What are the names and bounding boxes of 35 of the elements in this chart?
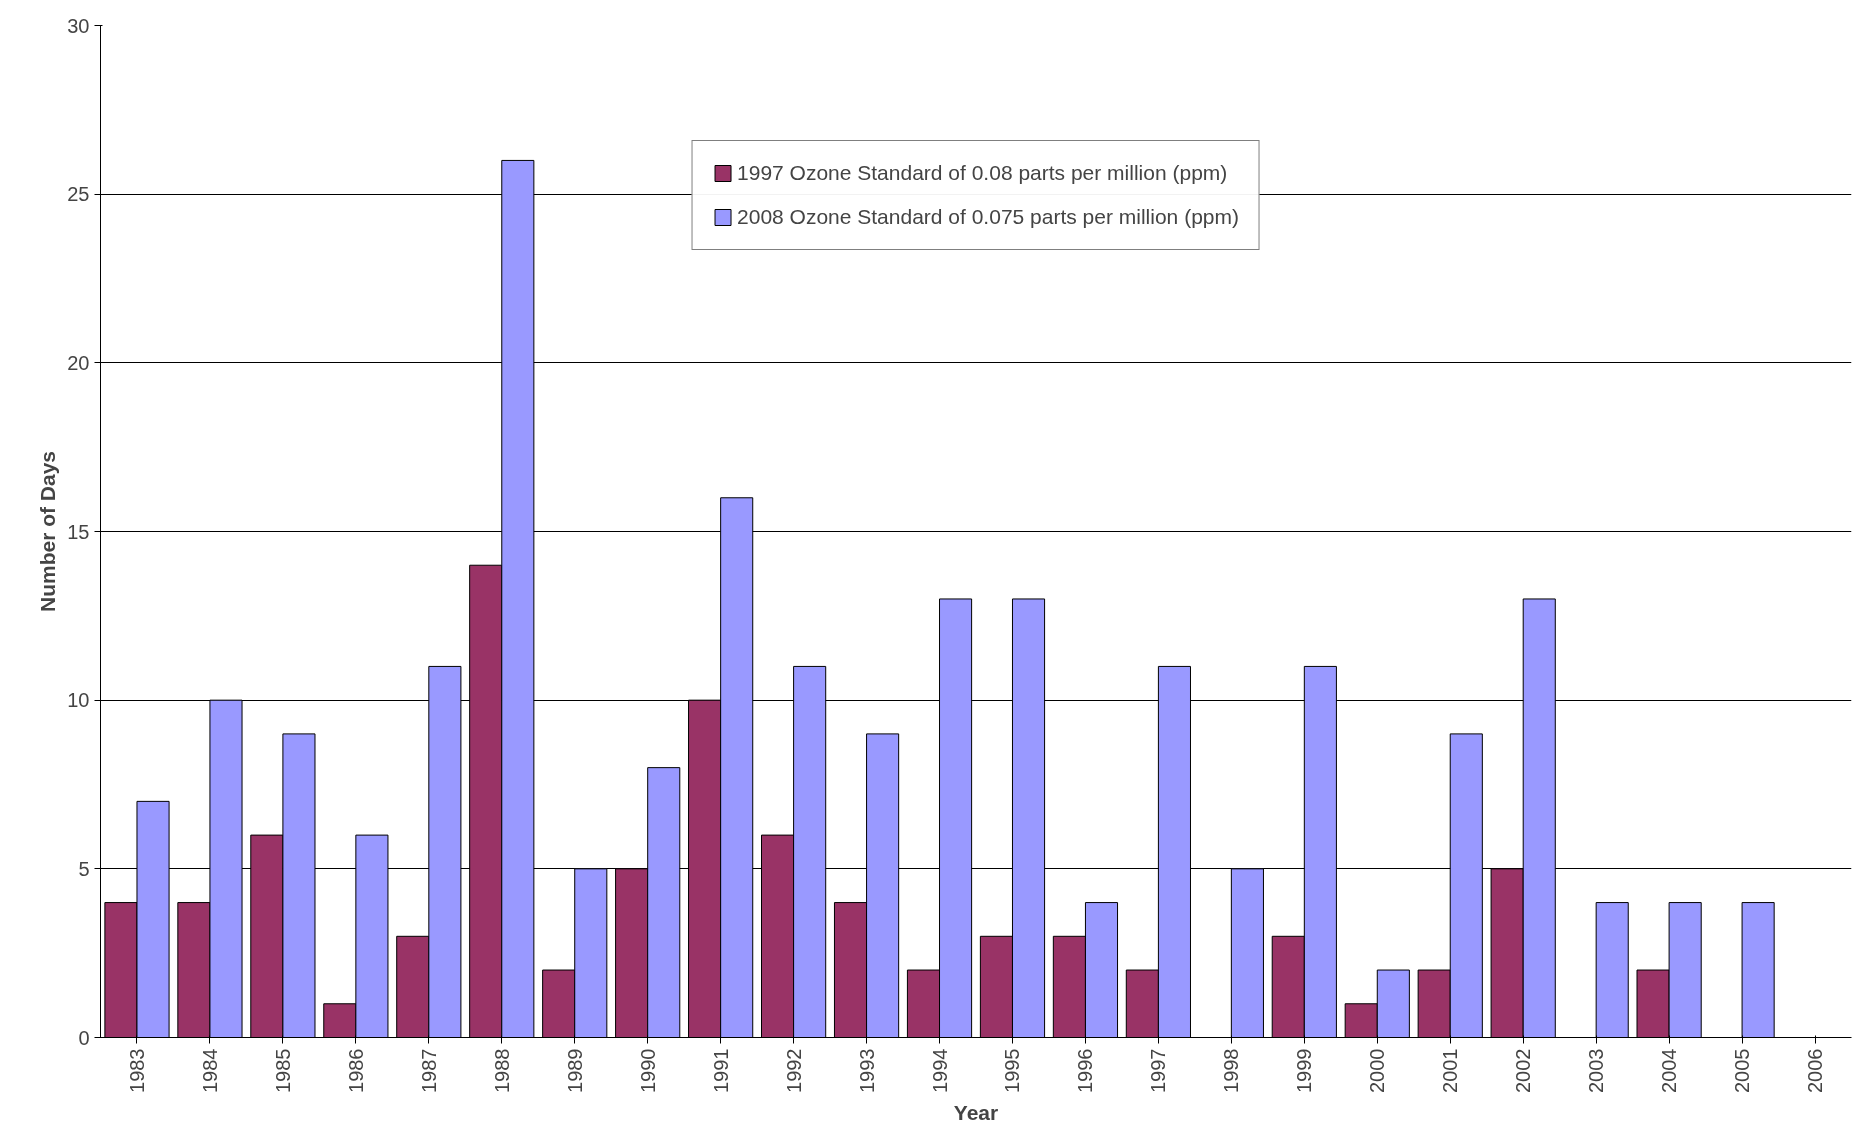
x-axis-title: Year — [953, 1100, 999, 1124]
x-tick-label: 1995 — [1001, 1048, 1024, 1093]
y-tick-label: 30 — [67, 14, 90, 37]
x-tick-label: 1998 — [1220, 1048, 1243, 1093]
x-tick-label: 1993 — [855, 1048, 878, 1093]
x-tick-label: 2002 — [1512, 1048, 1535, 1093]
x-tick-label: 2004 — [1658, 1048, 1681, 1093]
y-tick-label: 15 — [67, 520, 90, 543]
x-tick-label: 1994 — [928, 1048, 951, 1093]
x-tick-label: 2006 — [1804, 1048, 1827, 1093]
x-tick-label: 1990 — [636, 1048, 659, 1093]
x-tick-label: 2001 — [1439, 1048, 1462, 1093]
x-tick-label: 1996 — [1074, 1048, 1097, 1093]
x-tick-label: 1991 — [709, 1048, 732, 1093]
x-tick-label: 2000 — [1366, 1048, 1389, 1093]
x-tick-label: 1987 — [417, 1048, 440, 1093]
y-tick-label: 10 — [67, 689, 90, 712]
x-tick-label: 1989 — [563, 1048, 586, 1093]
x-tick-label: 1985 — [271, 1048, 294, 1093]
x-tick-label: 2003 — [1585, 1048, 1608, 1093]
x-tick-label: 1988 — [490, 1048, 513, 1093]
x-tick-label: 1984 — [198, 1048, 221, 1093]
x-tick-label: 1999 — [1293, 1048, 1316, 1093]
x-tick-label: 1997 — [1147, 1048, 1170, 1093]
y-tick-label: 20 — [67, 351, 90, 374]
x-tick-label: 1986 — [344, 1048, 367, 1093]
y-axis-title: Number of Days — [36, 450, 60, 613]
legend-label: 1997 Ozone Standard of 0.08 parts per million (ppm) — [737, 161, 1228, 185]
legend-label: 2008 Ozone Standard of 0.075 parts per million (ppm) — [737, 205, 1239, 229]
x-tick-label: 2005 — [1731, 1048, 1754, 1093]
x-tick-label: 1983 — [125, 1048, 148, 1093]
y-tick-label: 0 — [78, 1026, 90, 1049]
y-tick-label: 5 — [78, 857, 90, 880]
y-tick-label: 25 — [67, 183, 90, 206]
x-tick-label: 1992 — [782, 1048, 805, 1093]
